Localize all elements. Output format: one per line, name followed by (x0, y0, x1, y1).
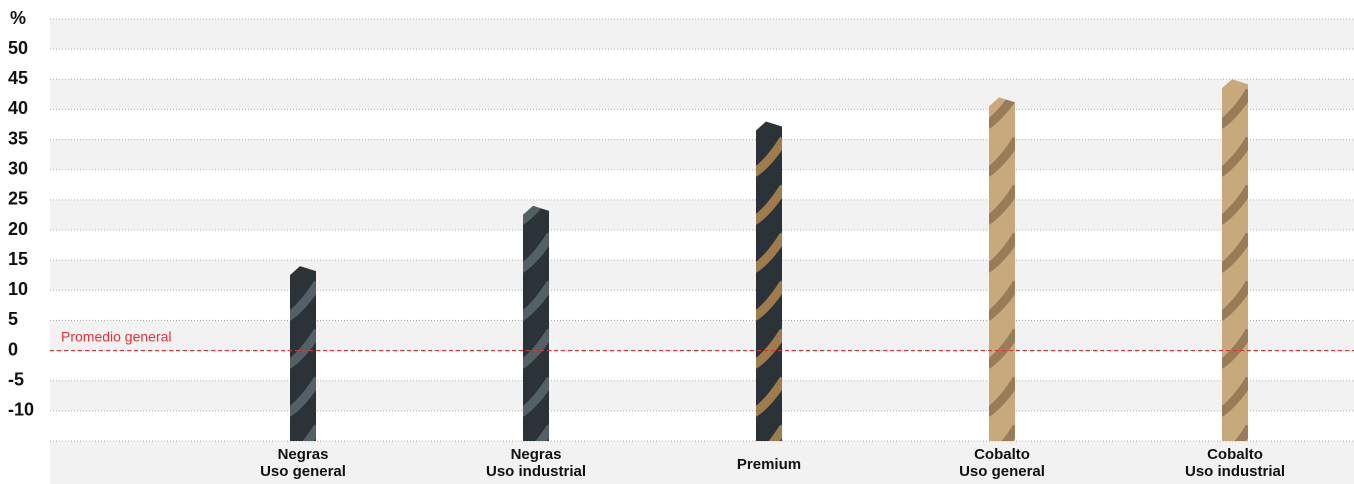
flute (756, 424, 782, 441)
band (50, 49, 1354, 80)
flute (1222, 280, 1248, 321)
band (50, 79, 1354, 110)
y-tick-label: -5 (8, 369, 24, 389)
flute (756, 232, 782, 273)
x-tick-label: Uso general (959, 463, 1045, 480)
flute (989, 136, 1015, 177)
flute (756, 184, 782, 225)
flute (756, 328, 782, 369)
flute (290, 376, 316, 417)
y-axis-label: % (10, 8, 26, 28)
y-tick-label: 10 (8, 279, 28, 299)
flute (989, 424, 1015, 441)
band (50, 199, 1354, 230)
drill-flutes (523, 205, 549, 441)
flute (756, 136, 782, 177)
flute (756, 280, 782, 321)
flute (523, 376, 549, 417)
x-tick-label: Uso industrial (486, 463, 586, 480)
band (50, 410, 1354, 441)
drill-flutes (1222, 79, 1248, 442)
flute (989, 184, 1015, 225)
y-tick-label: 20 (8, 219, 28, 239)
y-tick-label: 50 (8, 38, 28, 58)
y-tick-label: 25 (8, 189, 28, 209)
flute (989, 328, 1015, 369)
flute (1222, 328, 1248, 369)
band (50, 290, 1354, 321)
x-tick-label: Cobalto (1207, 446, 1263, 463)
flute (290, 424, 316, 441)
flute (1222, 376, 1248, 417)
x-tick-label: Uso general (260, 463, 346, 480)
band (50, 260, 1354, 291)
flute (523, 205, 549, 225)
reference-label: Promedio general (61, 328, 172, 344)
flute (290, 328, 316, 369)
band (50, 19, 1354, 50)
flute (1222, 88, 1248, 129)
flute (1222, 184, 1248, 225)
x-tick-label: Uso industrial (1185, 463, 1285, 480)
flute (1222, 424, 1248, 442)
category-band (50, 441, 1354, 484)
flute (989, 97, 1015, 129)
y-tick-label: 40 (8, 98, 28, 118)
x-tick-label: Negras (278, 446, 329, 463)
x-tick-label: Cobalto (974, 446, 1030, 463)
y-tick-label: 5 (8, 309, 18, 329)
flute (523, 328, 549, 369)
flute (756, 376, 782, 417)
band (50, 109, 1354, 140)
band (50, 350, 1354, 381)
flute (1222, 136, 1248, 177)
flute (523, 280, 549, 321)
x-tick-label: Negras (511, 446, 562, 463)
y-tick-label: 15 (8, 249, 28, 269)
y-tick-label: 35 (8, 128, 28, 148)
x-tick-label: Premium (737, 456, 801, 473)
flute (523, 232, 549, 273)
band (50, 139, 1354, 170)
flute (989, 232, 1015, 273)
flute (989, 280, 1015, 321)
plot-background (50, 18, 1354, 484)
drill-flutes (989, 97, 1015, 441)
band (50, 380, 1354, 411)
flute (290, 280, 316, 321)
band (50, 320, 1354, 351)
y-tick-label: 0 (8, 339, 18, 359)
y-tick-label: -10 (8, 400, 34, 420)
band (50, 169, 1354, 200)
flute (1222, 232, 1248, 273)
flute (523, 424, 549, 441)
y-tick-label: 30 (8, 158, 28, 178)
y-tick-label: 45 (8, 68, 28, 88)
band (50, 230, 1354, 261)
flute (989, 376, 1015, 417)
